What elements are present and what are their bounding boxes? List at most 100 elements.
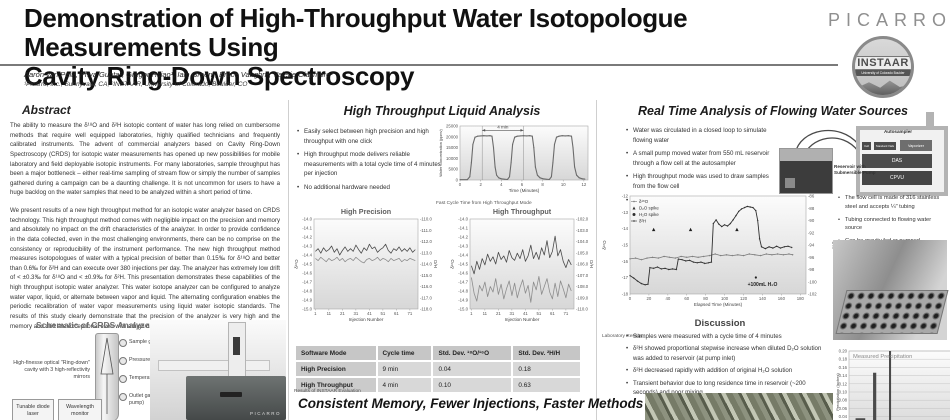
instaar-mountain-graphic [855,80,911,95]
svg-text:-90: -90 [808,218,815,223]
svg-text:Time (Minutes): Time (Minutes) [509,188,540,193]
diagram-post-graphic [926,112,934,128]
high-throughput-chart-svg: -14.0 -14.1 -14.2 -14.3 -14.4 -14.5 -14.6 -14.7… [450,207,594,322]
instaar-logo-text: INSTAAR [855,56,911,70]
svg-text:0.20: 0.20 [839,349,848,354]
poster-title: Demonstration of High-Throughput Water I… [24,4,824,91]
svg-text:-117.0: -117.0 [420,295,432,300]
svg-text:11: 11 [327,311,332,316]
svg-text:120: 120 [740,296,748,301]
svg-text:10: 10 [561,182,566,187]
flowcell-bullet-2: Tubing connected to flowing water source [838,216,948,234]
svg-text:0.12: 0.12 [839,381,848,386]
right-bullet-1: Water was circulated in a closed loop to… [626,126,776,145]
table-cell: 0.10 [433,378,512,392]
right-bullet-2: A small pump moved water from 550 mL res… [626,149,776,168]
table-cell: 4 min [377,378,432,392]
table-header-mode: Software Mode [296,346,376,360]
right-section-heading: Real Time Analysis of Flowing Water Sour… [638,104,908,118]
svg-text:-110.0: -110.0 [576,307,588,312]
svg-text:-14.5: -14.5 [302,262,312,267]
svg-text:0.16: 0.16 [839,365,848,370]
abstract-paragraph-2: We present results of a new high through… [10,207,280,330]
svg-text:0.04: 0.04 [839,414,848,419]
discussion-bullet-2: δ²H showed proportional stepwise increas… [626,344,824,363]
svg-text:6: 6 [521,182,524,187]
analyzer-photo: PICARRO [150,320,286,420]
svg-text:-88: -88 [808,206,815,211]
high-precision-chart: -14.0 -14.1 -14.2 -14.3 -14.4 -14.5 -14.6 -14.7… [292,205,440,339]
vaporizer-box: Vaporizer [900,140,932,151]
discussion-bullet-1: Samples were measured with a cycle time … [626,332,824,342]
svg-text:180: 180 [797,296,805,301]
flowing-water-chart: -12 -13 -14 -15 -16 -17 -18 -86 -88 -90 -92 -94 -96 -… [600,186,838,328]
svg-text:H₂O spike: H₂O spike [639,212,659,217]
svg-text:-13: -13 [622,210,629,215]
pencils-photo [645,393,833,420]
svg-text:-107.0: -107.0 [576,273,589,278]
svg-text:δ¹⁸O: δ¹⁸O [639,199,649,204]
svg-text:0.18: 0.18 [839,357,848,362]
svg-text:δ¹⁸O: δ¹⁸O [450,259,455,269]
precipitation-chart-svg: 0.200.180.160.140.120.100.080.060.040.02… [835,349,950,420]
svg-text:80: 80 [703,296,708,301]
schematic-label-inlet: Sample gas inlet [129,339,169,345]
svg-text:+100mL H₂O: +100mL H₂O [748,282,778,288]
abstract-paragraph-1: The ability to measure the δ¹⁸O and δ²H … [10,122,280,197]
svg-text:-15: -15 [622,243,629,248]
fast-cycle-chart: 25000 20000 15000 10000 5000 0 0 2 4 6 8 10 12 4 min T… [436,120,594,202]
right-bullet-3: High throughput mode was used to draw sa… [626,172,776,191]
svg-text:-14.3: -14.3 [458,244,468,249]
analyzer-display-graphic [220,392,242,397]
discussion-bullet-3: δ²H decreased rapidly with addition of o… [626,366,824,376]
cavity-lightpath-icon [100,337,114,414]
svg-text:-14.0: -14.0 [458,217,468,222]
svg-text:-15.0: -15.0 [302,307,312,312]
reservoir-waterline-graphic [780,149,832,161]
middle-bullet-3: No additional hardware needed [297,183,443,193]
pressure-gauge-icon [119,357,127,365]
fast-cycle-caption: Fast Cycle Time from High Throughput Mod… [436,201,532,206]
svg-text:-14.1: -14.1 [458,226,468,231]
svg-text:61: 61 [394,311,399,316]
svg-text:60: 60 [684,296,689,301]
svg-text:140: 140 [759,296,767,301]
svg-text:1: 1 [470,311,473,316]
table-header-stdev-h: Std. Dev. ²H/H [513,346,580,360]
svg-text:High Precision: High Precision [341,207,391,216]
table-cell: High Precision [296,362,376,376]
abstract-heading: Abstract [22,103,71,117]
svg-text:-112.0: -112.0 [420,239,432,244]
discussion-heading: Discussion [694,318,746,329]
svg-text:D₂O spike: D₂O spike [639,206,659,211]
fast-cycle-chart-svg: 25000 20000 15000 10000 5000 00 2 4 6 8 10 12 4 min T… [439,124,589,193]
svg-text:41: 41 [523,311,528,316]
table-header-row: Software Mode Cycle time Std. Dev. ¹⁸O/¹… [296,346,580,360]
table-header-stdev-o: Std. Dev. ¹⁸O/¹⁶O [433,346,512,360]
das-box: DAS [862,154,932,168]
svg-text:-14.7: -14.7 [302,280,312,285]
table-cell: 0.18 [513,362,580,376]
middle-bullet-2: High throughput mode delivers reliable m… [297,150,443,179]
svg-text:71: 71 [564,311,569,316]
affiliations: ¹Picarro, Inc., Sunnyvale, CA; ²INSTAAR,… [24,81,248,88]
instaar-logo: INSTAAR University of Colorado Boulder [852,36,914,98]
svg-text:-15.0: -15.0 [458,307,468,312]
svg-text:-14.2: -14.2 [302,235,312,240]
svg-text:-14.6: -14.6 [458,271,468,276]
svg-text:160: 160 [778,296,786,301]
svg-text:Injection Number: Injection Number [505,317,540,322]
svg-text:0: 0 [459,182,462,187]
svg-text:-109.0: -109.0 [576,295,589,300]
svg-text:D/H: D/H [433,260,438,268]
autosampler-label: Autosampler [883,129,913,134]
svg-text:-106.0: -106.0 [576,262,589,267]
svg-text:1: 1 [314,311,317,316]
gas-inlet-icon [119,339,127,347]
svg-text:Measured Precipitation: Measured Precipitation [853,354,912,360]
svg-text:61: 61 [550,311,555,316]
svg-text:-14.9: -14.9 [302,298,312,303]
svg-text:10000: 10000 [446,156,459,161]
table-cell: 0.04 [433,362,512,376]
svg-text:21: 21 [496,311,501,316]
